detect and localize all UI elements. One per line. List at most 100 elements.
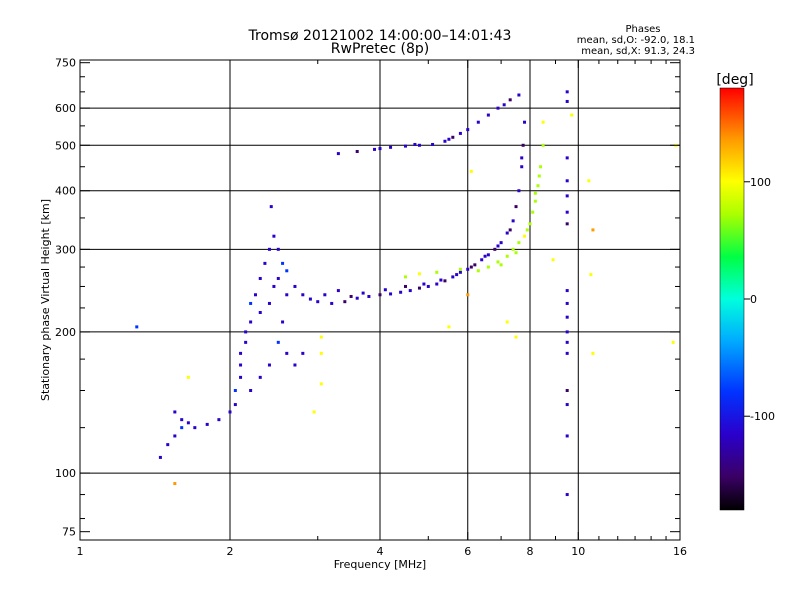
data-point bbox=[239, 351, 243, 355]
grid bbox=[80, 60, 680, 540]
data-point bbox=[517, 241, 521, 245]
data-point bbox=[239, 375, 243, 379]
data-point bbox=[180, 426, 184, 430]
data-point bbox=[439, 278, 443, 282]
data-point bbox=[533, 191, 537, 195]
data-point bbox=[293, 284, 297, 288]
data-point bbox=[531, 210, 535, 214]
data-point bbox=[570, 113, 574, 117]
data-point bbox=[565, 194, 569, 198]
colorbar-ticks: 100 0 -100 bbox=[744, 176, 775, 423]
data-point bbox=[276, 247, 280, 251]
data-point bbox=[228, 410, 232, 414]
data-point bbox=[319, 382, 323, 386]
data-point bbox=[451, 275, 455, 279]
data-point bbox=[517, 93, 521, 97]
data-point bbox=[285, 269, 289, 273]
data-point bbox=[539, 165, 543, 169]
x-tick-label: 6 bbox=[464, 545, 471, 558]
data-point bbox=[135, 325, 139, 329]
data-point bbox=[528, 222, 532, 226]
data-point bbox=[173, 482, 177, 486]
x-tick-label: 10 bbox=[571, 545, 585, 558]
data-point bbox=[521, 143, 525, 147]
data-point bbox=[249, 320, 253, 324]
data-point bbox=[417, 272, 421, 276]
data-point bbox=[413, 142, 417, 146]
stats-heading: Phases bbox=[625, 24, 660, 35]
data-point bbox=[233, 403, 237, 407]
data-point bbox=[308, 297, 312, 301]
chart-subtitle: RwPretec (8p) bbox=[331, 41, 429, 57]
data-point bbox=[493, 247, 497, 251]
data-point bbox=[417, 286, 421, 290]
data-point bbox=[435, 270, 439, 274]
data-point bbox=[533, 199, 537, 203]
data-point bbox=[505, 231, 509, 235]
data-point bbox=[205, 422, 209, 426]
data-point bbox=[520, 165, 524, 169]
y-tick-label: 400 bbox=[55, 185, 76, 198]
data-point bbox=[514, 335, 518, 339]
data-point bbox=[565, 289, 569, 293]
data-point bbox=[173, 434, 177, 438]
data-point bbox=[505, 320, 509, 324]
data-point bbox=[323, 293, 327, 297]
x-tick-label: 2 bbox=[227, 545, 234, 558]
data-point bbox=[373, 147, 377, 151]
data-point bbox=[565, 434, 569, 438]
data-point bbox=[316, 300, 320, 304]
data-point bbox=[565, 330, 569, 334]
y-tick-label: 750 bbox=[55, 57, 76, 70]
y-axis-label: Stationary phase Virtual Height [km] bbox=[39, 199, 52, 401]
data-point bbox=[469, 265, 473, 269]
x-tick-label: 4 bbox=[377, 545, 384, 558]
data-point bbox=[496, 106, 500, 110]
data-point bbox=[565, 179, 569, 183]
data-point bbox=[186, 421, 190, 425]
data-point bbox=[301, 351, 305, 355]
data-point bbox=[591, 228, 595, 232]
data-point bbox=[565, 315, 569, 319]
data-point bbox=[383, 288, 387, 292]
data-point bbox=[180, 418, 184, 422]
stats-line-o: mean, sd,O: -92.0, 18.1 bbox=[577, 35, 695, 46]
axis-ticks: 1 2 4 6 8 10 16 75 100 200 300 400 500 600 750 bbox=[55, 57, 687, 558]
data-point bbox=[193, 426, 197, 430]
data-point bbox=[536, 184, 540, 188]
data-point bbox=[443, 279, 447, 283]
data-point bbox=[403, 284, 407, 288]
data-point bbox=[486, 113, 490, 117]
data-point bbox=[458, 267, 462, 271]
data-point bbox=[267, 247, 271, 251]
y-tick-label: 100 bbox=[55, 467, 76, 480]
data-point bbox=[267, 363, 271, 367]
data-point bbox=[249, 301, 253, 305]
data-point bbox=[367, 294, 371, 298]
data-point bbox=[408, 289, 412, 293]
data-point bbox=[336, 289, 340, 293]
data-point bbox=[483, 254, 487, 258]
data-point bbox=[217, 418, 221, 422]
data-point bbox=[499, 263, 503, 267]
data-point bbox=[523, 234, 527, 238]
data-point bbox=[281, 261, 285, 265]
data-point bbox=[458, 270, 462, 274]
data-point bbox=[269, 205, 273, 209]
data-point bbox=[476, 269, 480, 273]
data-point bbox=[541, 143, 545, 147]
data-point bbox=[258, 310, 262, 314]
chart-title: Tromsø 20121002 14:00:00–14:01:43 bbox=[248, 28, 512, 44]
data-point bbox=[502, 103, 506, 107]
data-point bbox=[565, 156, 569, 160]
data-point bbox=[349, 294, 353, 298]
data-point bbox=[517, 189, 521, 193]
y-tick-label: 200 bbox=[55, 326, 76, 339]
data-point bbox=[336, 152, 340, 156]
data-point bbox=[514, 251, 518, 255]
data-point bbox=[258, 276, 262, 280]
data-point bbox=[285, 293, 289, 297]
data-point bbox=[565, 301, 569, 305]
data-point bbox=[319, 351, 323, 355]
data-point bbox=[431, 142, 435, 146]
